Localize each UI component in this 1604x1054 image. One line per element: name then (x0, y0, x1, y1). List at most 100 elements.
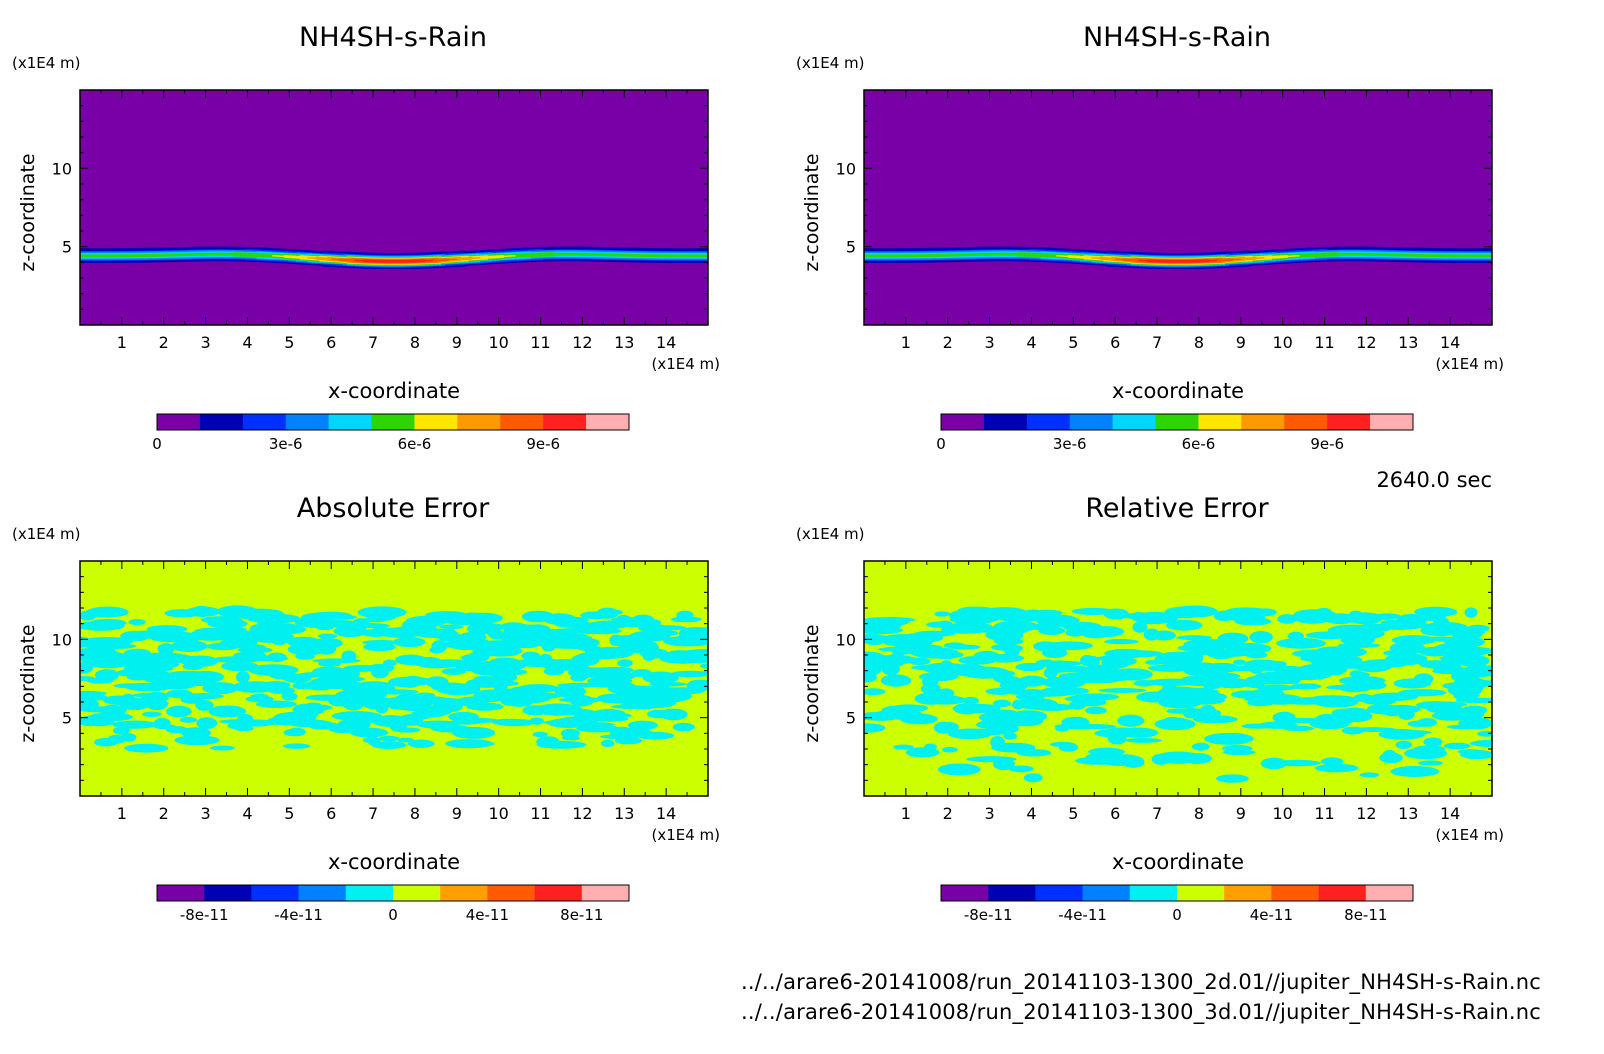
field-cell (570, 256, 576, 258)
field-cell (437, 263, 442, 266)
field-cell (1017, 246, 1022, 248)
field-cell (158, 257, 164, 259)
field-cell (653, 259, 658, 261)
field-cell (1048, 250, 1053, 252)
field-cell (637, 254, 642, 257)
field-cell (327, 258, 332, 260)
field-cell (903, 253, 908, 256)
field-cell (664, 253, 670, 255)
field-cell (99, 250, 105, 252)
field-cell (1099, 252, 1105, 254)
field-cell (993, 257, 999, 259)
field-cell (397, 266, 403, 268)
field-cell (315, 252, 321, 255)
field-cell (205, 254, 211, 256)
field-cell (158, 256, 164, 259)
field-cell (903, 260, 908, 262)
field-cell (926, 253, 932, 255)
field-cell (1138, 259, 1144, 262)
field-cell (441, 258, 446, 260)
field-cell (256, 255, 262, 258)
field-cell (688, 259, 693, 261)
field-cell (295, 254, 301, 256)
field-cell (303, 254, 309, 256)
field-cell (570, 247, 576, 250)
field-cell (472, 256, 478, 259)
field-cell (1162, 255, 1167, 258)
field-cell (985, 258, 991, 260)
field-cell (315, 253, 321, 255)
field-cell (594, 258, 599, 260)
field-cell (445, 255, 450, 257)
field-cell (551, 249, 556, 251)
field-cell (539, 258, 544, 260)
field-cell (1095, 258, 1101, 260)
field-cell (985, 254, 991, 256)
field-cell (335, 261, 340, 264)
field-cell (511, 258, 517, 261)
field-cell (401, 259, 407, 262)
field-cell (437, 265, 442, 268)
field-cell (660, 248, 666, 251)
field-cell (80, 258, 85, 260)
field-cell (1162, 261, 1167, 263)
field-cell (429, 253, 434, 255)
field-cell (252, 258, 258, 260)
field-cell (993, 255, 999, 257)
field-cell (1158, 264, 1163, 267)
field-cell (989, 255, 995, 258)
field-cell (1017, 253, 1022, 255)
field-cell (91, 258, 97, 260)
field-cell (551, 260, 556, 262)
field-cell (1123, 261, 1128, 264)
field-cell (684, 252, 689, 254)
field-cell (107, 248, 112, 250)
field-cell (1036, 258, 1042, 260)
field-cell (918, 250, 924, 252)
field-cell (1064, 254, 1069, 256)
field-cell (131, 248, 136, 251)
field-cell (87, 259, 93, 261)
field-cell (875, 257, 881, 259)
field-cell (934, 252, 940, 255)
field-cell (1005, 247, 1010, 249)
field-cell (174, 257, 179, 260)
field-cell (930, 248, 936, 250)
field-cell (342, 254, 348, 256)
field-cell (602, 257, 607, 259)
field-cell (142, 261, 148, 263)
field-cell (358, 267, 364, 269)
field-cell (445, 253, 450, 255)
field-cell (676, 259, 682, 261)
field-cell (864, 260, 869, 262)
field-cell (1166, 256, 1171, 258)
field-cell (221, 255, 226, 258)
field-cell (1134, 254, 1140, 257)
field-cell (613, 249, 619, 251)
field-cell (342, 258, 348, 260)
field-cell (107, 252, 112, 254)
field-cell (864, 251, 869, 254)
field-cell (268, 247, 273, 250)
field-cell (1048, 258, 1053, 260)
field-cell (582, 251, 587, 253)
field-cell (193, 249, 199, 251)
field-cell (562, 247, 568, 250)
field-cell (111, 258, 116, 260)
field-cell (284, 249, 289, 251)
field-cell (448, 258, 454, 260)
plot-background (864, 90, 1492, 325)
field-cell (342, 253, 348, 255)
field-cell (397, 252, 403, 255)
field-cell (958, 250, 963, 253)
field-cell (339, 264, 344, 267)
field-cell (515, 255, 521, 258)
field-cell (645, 249, 650, 251)
field-cell (307, 253, 313, 256)
field-cell (134, 253, 140, 255)
field-cell (641, 257, 646, 260)
field-cell (1068, 253, 1073, 256)
field-cell (664, 254, 670, 256)
field-cell (515, 247, 521, 250)
field-cell (401, 254, 407, 256)
